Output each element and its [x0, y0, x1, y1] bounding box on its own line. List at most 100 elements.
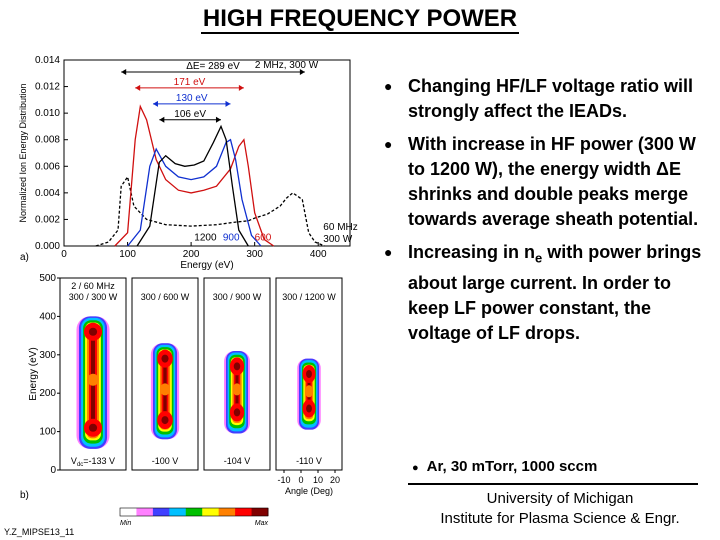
bullet-dot-icon: ●	[384, 244, 393, 260]
colorbar-segment	[152, 508, 170, 516]
vdc-text: -110 V	[296, 456, 322, 466]
y-axis-label: Energy (eV)	[28, 347, 39, 400]
power-label: 600	[255, 233, 272, 244]
peak-spot	[88, 327, 98, 336]
center-spot	[160, 383, 170, 396]
vdc-value: =-133 V	[83, 456, 115, 466]
x-tick-label: 20	[330, 475, 340, 485]
vdc-label: -110 V	[296, 456, 322, 466]
center-spot	[232, 383, 242, 396]
arrow-head-icon	[121, 68, 127, 75]
peak-spot	[88, 423, 98, 432]
y-tick-label: 0.006	[35, 161, 60, 172]
panel-header-power: 300 / 300 W	[69, 292, 118, 302]
power-label: 1200	[194, 233, 217, 244]
hf-frequency-label: 60 MHz	[323, 222, 357, 233]
arrow-head-icon	[215, 116, 221, 123]
series-line	[114, 104, 275, 247]
conditions-note: ● Ar, 30 mTorr, 1000 sccm	[412, 458, 598, 475]
y-tick-label: 0.004	[35, 188, 60, 199]
arrow-head-icon	[238, 84, 244, 91]
x-tick-label: 400	[310, 249, 327, 260]
lf-power-label: 2 MHz, 300 W	[255, 60, 319, 71]
y-tick-label: 100	[39, 427, 56, 438]
y-tick-label: 200	[39, 388, 56, 399]
energy-width-label: 130 eV	[176, 93, 208, 104]
colorbar-segment	[185, 508, 203, 516]
x-tick-label: 0	[61, 249, 67, 260]
affiliation-institute: Institute for Plasma Science & Engr.	[440, 510, 680, 527]
y-tick-label: 300	[39, 350, 56, 361]
arrow-head-icon	[159, 116, 165, 123]
y-tick-label: 0.012	[35, 82, 60, 93]
arrow-head-icon	[299, 68, 305, 75]
panel-label: b)	[20, 490, 29, 501]
arrow-head-icon	[135, 84, 141, 91]
colorbar-segment	[136, 508, 154, 516]
x-tick-label: -10	[277, 475, 290, 485]
center-spot	[304, 385, 314, 398]
x-axis-label: Energy (eV)	[180, 260, 233, 271]
y-axis-label: Normalized Ion Energy Distribution	[18, 83, 28, 222]
panel-label: a)	[20, 252, 29, 263]
ied-line-chart: 0.000 0.002 0.004 0.006 0.008 0.010 0.012 0.014…	[18, 55, 358, 271]
affiliation-university: University of Michigan	[486, 490, 634, 507]
vdc-label: -104 V	[224, 456, 251, 466]
peak-spot	[233, 408, 241, 417]
y-tick-label: 500	[39, 273, 56, 284]
bullet-dot-icon: ●	[384, 136, 393, 152]
panel-header-power: 300 / 1200 W	[282, 292, 336, 302]
x-tick-label: 0	[298, 475, 303, 485]
vdc-label: -100 V	[152, 456, 179, 466]
panel-header-frequency: 2 / 60 MHz	[71, 281, 115, 291]
y-tick-label: 0.000	[35, 241, 60, 252]
peak-spot	[161, 416, 169, 425]
energy-width-label: ΔE= 289 eV	[186, 61, 240, 72]
bullet-dot-icon: ●	[412, 462, 419, 474]
series-line	[127, 138, 262, 247]
affiliation: University of Michigan Institute for Pla…	[410, 489, 710, 529]
peak-spot	[306, 370, 312, 378]
y-tick-label: 0.010	[35, 108, 60, 119]
colorbar-min-label: Min	[120, 520, 131, 527]
peak-spot	[306, 404, 312, 413]
y-tick-label: 0	[50, 465, 56, 476]
center-spot	[87, 373, 99, 386]
power-label: 900	[223, 233, 240, 244]
hf-power-label: 300 W	[323, 234, 352, 245]
y-tick-label: 0.008	[35, 135, 60, 146]
footnote: Y.Z_MIPSE13_11	[4, 527, 75, 537]
vdc-text: V	[71, 456, 77, 466]
colorbar-segment	[251, 508, 269, 516]
colorbar-frame	[119, 507, 269, 517]
vdc-text: -104 V	[224, 456, 251, 466]
colorbar-segment	[235, 508, 253, 516]
bullet-item: ● Changing HF/LF voltage ratio will stro…	[384, 76, 694, 121]
colorbar-max-label: Max	[255, 520, 269, 527]
colorbar-segment	[120, 508, 137, 516]
bullet-list: ● Changing HF/LF voltage ratio will stro…	[384, 74, 710, 354]
bullet-item: ● With increase in HF power (300 W to 12…	[384, 134, 699, 229]
bullet-item: ● Increasing in ne with power brings abo…	[384, 242, 702, 343]
colorbar-segment	[218, 508, 236, 516]
peak-spot	[233, 362, 241, 371]
y-tick-label: 0.014	[35, 55, 60, 66]
peak-spot	[161, 354, 169, 363]
vdc-text: -100 V	[152, 456, 179, 466]
divider	[408, 483, 698, 485]
energy-width-label: 106 eV	[174, 109, 206, 120]
plot-frame	[63, 59, 351, 247]
colorbar-segment	[169, 508, 187, 516]
x-tick-label: 100	[119, 249, 136, 260]
energy-width-label: 171 eV	[174, 77, 206, 88]
panel-header-power: 300 / 900 W	[213, 292, 262, 302]
vdc-subscript: dc	[77, 462, 83, 468]
bullet-dot-icon: ●	[384, 78, 393, 94]
arrow-head-icon	[225, 100, 231, 107]
arrow-head-icon	[152, 100, 158, 107]
y-tick-label: 400	[39, 311, 56, 322]
series-line	[95, 175, 325, 247]
slide-title: HIGH FREQUENCY POWER	[200, 5, 520, 34]
colorbar-segment	[202, 508, 220, 516]
